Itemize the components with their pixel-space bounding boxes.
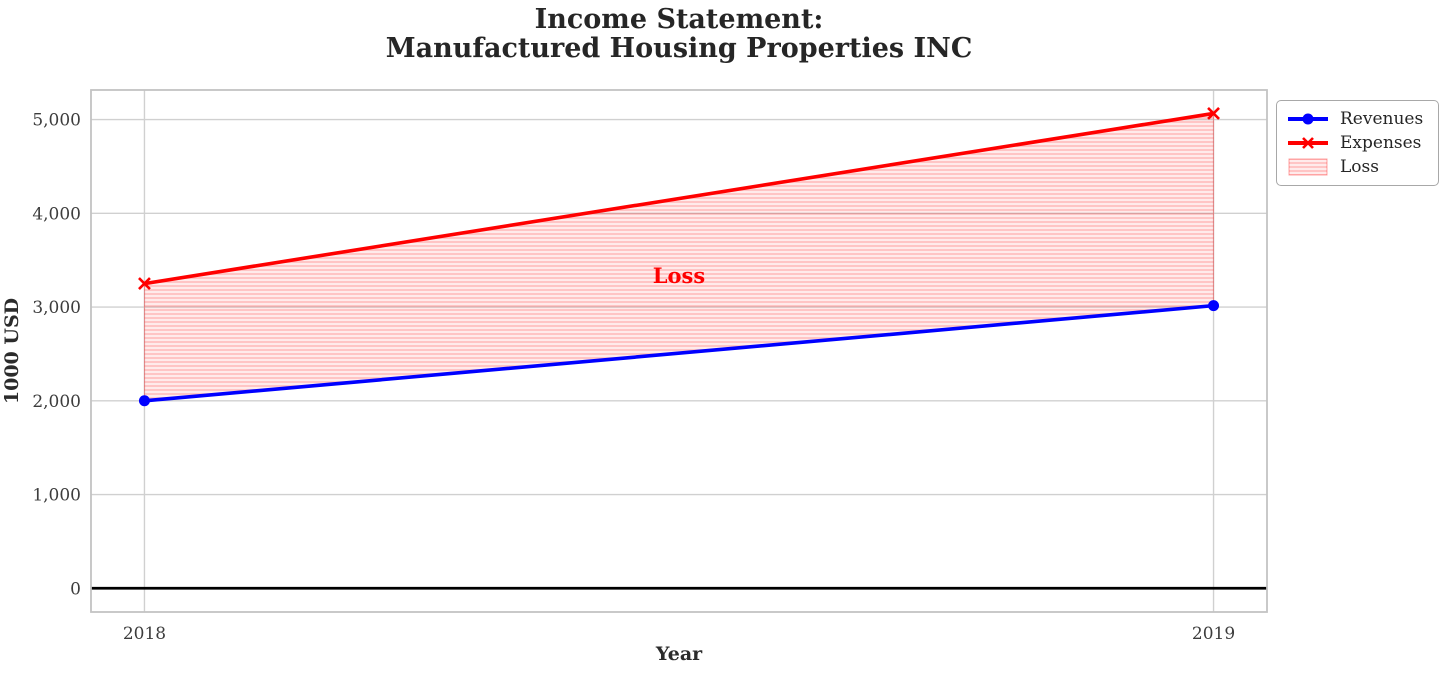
chart-title-line1: Income Statement: — [534, 4, 824, 35]
expenses-marker-2019 — [1207, 107, 1220, 120]
legend-item-expenses: Expenses — [1286, 133, 1428, 153]
revenues-marker-2018 — [138, 395, 150, 407]
x-tick-label-2019: 2019 — [1192, 624, 1235, 644]
revenues-swatch-circle-marker — [1302, 113, 1314, 125]
legend-label-expenses: Expenses — [1340, 132, 1422, 153]
y-tick-label-1000: 1,000 — [32, 486, 81, 506]
chart-title: Income Statement: Manufactured Housing P… — [386, 5, 973, 63]
expenses-line — [142, 111, 1216, 286]
expenses-marker-2018 — [138, 277, 151, 291]
revenues-line — [142, 303, 1216, 403]
legend: Revenues Expenses Loss — [1276, 100, 1439, 186]
y-axis-label: 1000 USD — [1, 298, 23, 404]
legend-label-loss: Loss — [1340, 156, 1379, 177]
legend-item-loss: Loss — [1286, 157, 1428, 177]
y-tick-label-2000: 2,000 — [32, 392, 81, 412]
loss-swatch-patch — [1288, 158, 1328, 176]
expenses-swatch-x-marker — [1302, 137, 1314, 149]
chart-title-line2: Manufactured Housing Properties INC — [385, 33, 973, 64]
x-axis-label: Year — [655, 643, 703, 665]
loss-hatch-swatch — [1288, 158, 1328, 176]
x-tick-label-2018: 2018 — [123, 624, 166, 644]
data-point-markers — [138, 107, 1220, 407]
y-tick-label-5000: 5,000 — [32, 111, 81, 131]
expenses-line-x-swatch — [1288, 137, 1328, 149]
y-tick-label-0: 0 — [70, 579, 81, 599]
x-axis-tick-labels: 2018 2019 — [123, 624, 1235, 644]
revenues-line-circle-swatch — [1288, 113, 1328, 125]
loss-annotation: Loss — [653, 263, 705, 288]
plot-border — [90, 89, 1268, 613]
legend-item-revenues: Revenues — [1286, 109, 1428, 129]
y-tick-label-3000: 3,000 — [32, 298, 81, 318]
y-axis-tick-labels: 0 1,000 2,000 3,000 4,000 5,000 — [32, 111, 81, 600]
y-tick-label-4000: 4,000 — [32, 204, 81, 224]
legend-label-revenues: Revenues — [1340, 108, 1424, 129]
revenues-marker-2019 — [1208, 300, 1220, 312]
